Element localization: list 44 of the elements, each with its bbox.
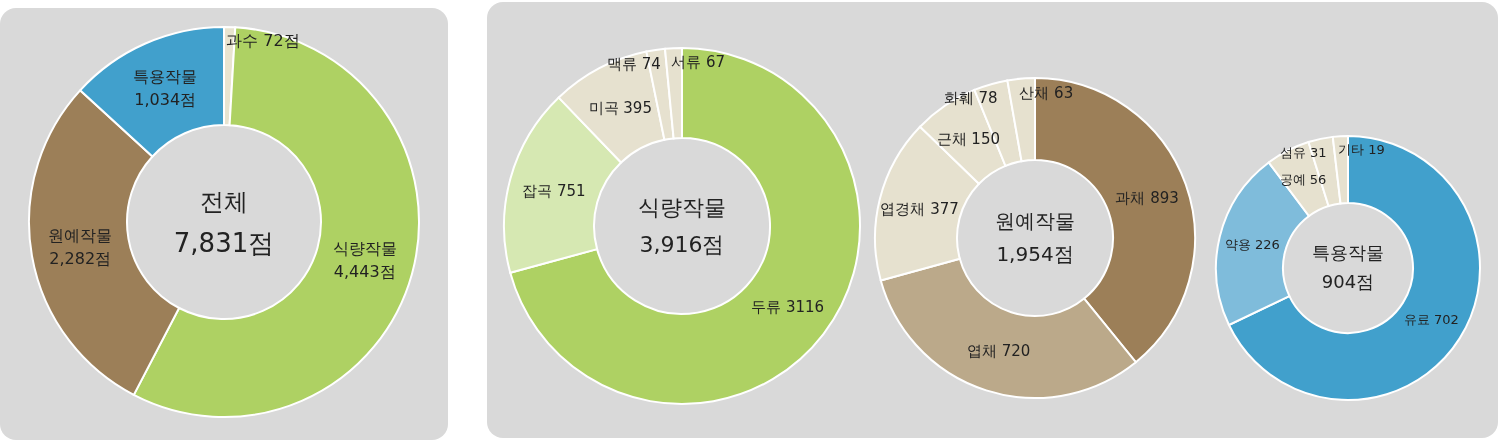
text: 원예작물: [995, 209, 1075, 233]
slice-label: 원예작물: [48, 225, 113, 245]
slice-label: 엽채: [967, 342, 998, 361]
text: 특용작물: [1312, 241, 1384, 263]
data-label: 893: [1150, 189, 1179, 208]
data-label: 702: [1434, 312, 1459, 328]
text: 전체: [200, 187, 248, 216]
data-label: 19: [1368, 142, 1385, 158]
data-label: 377: [930, 199, 959, 218]
data-label: 78: [978, 88, 998, 107]
data-label: 4,443점: [333, 262, 396, 282]
slice-label: 유료: [1403, 312, 1430, 328]
slice-label: 특용작물: [133, 66, 198, 86]
data-label: 1,034점: [134, 89, 197, 109]
slice-label: 미곡: [588, 99, 619, 118]
slice-label: 맥류: [606, 54, 637, 73]
slice-label: 식량작물: [332, 239, 397, 259]
text: 7,831점: [173, 228, 275, 259]
text: 904점: [1321, 271, 1375, 293]
slice-label: 잡곡: [522, 181, 553, 200]
slice-label: 약용: [1224, 236, 1251, 252]
data-label: 74: [641, 54, 661, 73]
data-label: 2,282점: [49, 248, 112, 268]
slice-label: 두류: [751, 297, 782, 316]
data-label: 3116: [785, 297, 825, 316]
data-label: 226: [1254, 236, 1280, 252]
slice-label: 과채: [1115, 189, 1146, 208]
data-label: 395: [623, 99, 652, 118]
data-label: 720: [1001, 342, 1031, 361]
data-label: 31: [1309, 144, 1327, 160]
data-label: 150: [971, 130, 1001, 149]
slice-label: 엽경채: [880, 199, 926, 218]
slice-label: 섬유: [1279, 144, 1306, 160]
slice-label: 공예: [1279, 172, 1306, 188]
text: 1,954점: [996, 242, 1074, 266]
slice-label: 화훼: [943, 88, 974, 107]
data-label: 63: [1054, 83, 1074, 102]
text: 3,916점: [639, 231, 725, 257]
text: 식량작물: [638, 195, 726, 221]
data-label: 72점: [263, 31, 300, 51]
data-label: 67: [705, 53, 726, 72]
slice-label: 근채: [936, 130, 967, 149]
data-label: 56: [1309, 172, 1327, 188]
data-label: 751: [556, 181, 586, 200]
